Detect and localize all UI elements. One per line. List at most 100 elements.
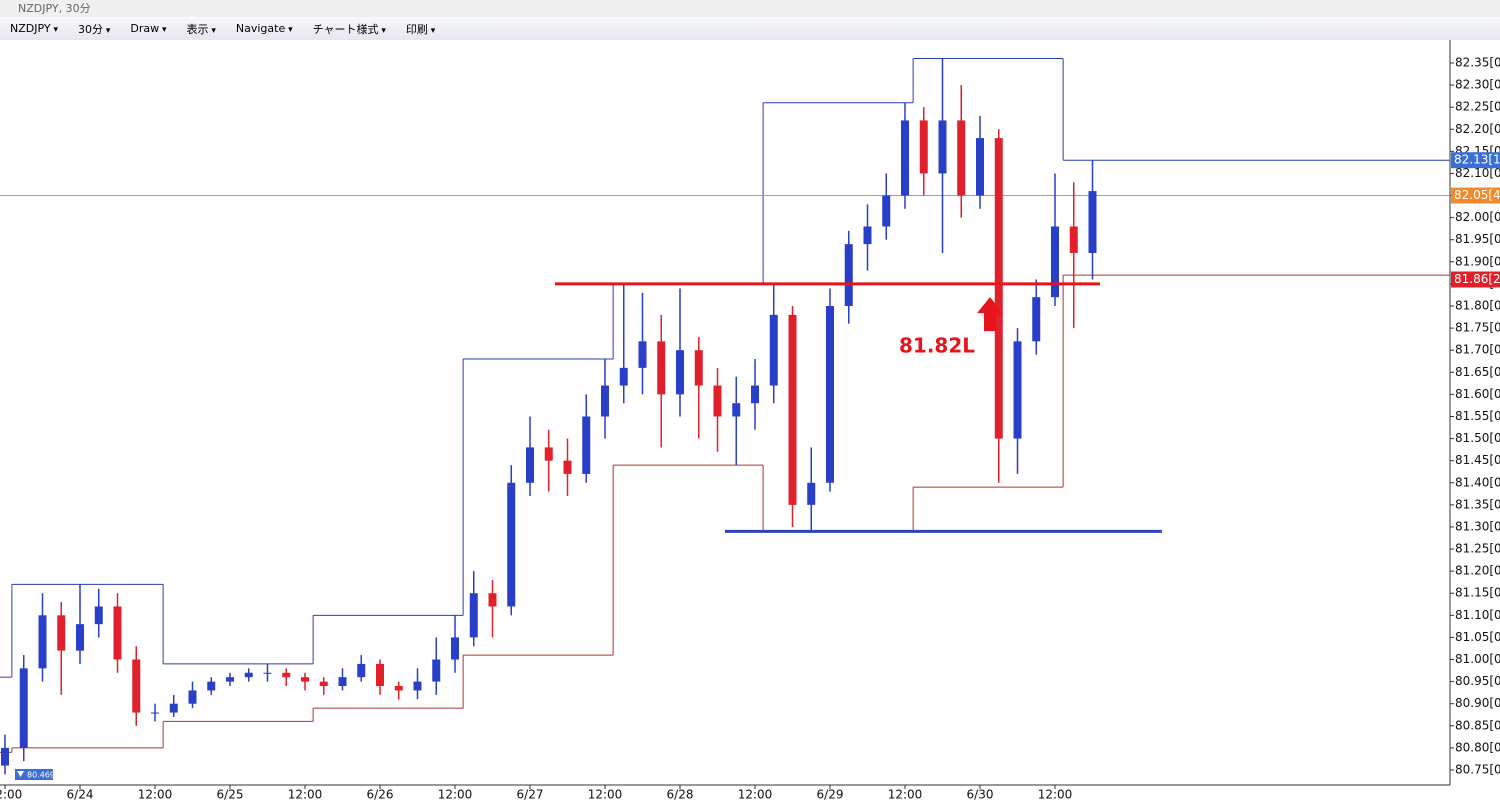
candle-body bbox=[338, 677, 347, 687]
candle-body bbox=[638, 341, 647, 368]
y-tick-label: 80.95[0] bbox=[1455, 674, 1500, 688]
toolbar-button[interactable]: NZDJPY bbox=[10, 22, 58, 35]
toolbar-button[interactable]: 印刷 bbox=[406, 21, 435, 37]
candle-body bbox=[226, 677, 234, 682]
y-tick-label: 81.90[0] bbox=[1455, 254, 1500, 268]
candle-body bbox=[863, 226, 872, 245]
x-tick-label: 6/24 bbox=[67, 788, 94, 802]
candle-body bbox=[94, 606, 103, 625]
low-label-icon bbox=[17, 771, 24, 777]
candle-body bbox=[282, 672, 291, 678]
toolbar-button[interactable]: 30分 bbox=[78, 21, 110, 37]
y-tick-label: 81.25[0] bbox=[1455, 542, 1500, 556]
candle-body bbox=[676, 350, 684, 395]
y-tick-label: 82.30[0] bbox=[1455, 78, 1500, 92]
x-tick-label: 12:00 bbox=[288, 788, 323, 802]
candle-body bbox=[301, 677, 309, 682]
window-title: NZDJPY, 30分 bbox=[18, 2, 91, 15]
x-tick-label: 12:00 bbox=[0, 788, 22, 802]
candle-body bbox=[601, 385, 609, 417]
candle-body bbox=[788, 314, 797, 505]
candle-body bbox=[57, 615, 66, 651]
y-tick-label: 81.70[0] bbox=[1455, 343, 1500, 357]
candle-body bbox=[844, 244, 853, 307]
y-tick-label: 81.45[0] bbox=[1455, 453, 1500, 467]
x-tick-label: 6/29 bbox=[817, 788, 844, 802]
y-tick-label: 81.10[0] bbox=[1455, 608, 1500, 622]
candle-body bbox=[526, 447, 534, 483]
price-label: 82.13[1 bbox=[1454, 153, 1500, 167]
candle-body bbox=[188, 690, 197, 704]
toolbar-button[interactable]: チャート様式 bbox=[313, 21, 386, 37]
candle-body bbox=[38, 615, 47, 669]
price-label-box bbox=[1451, 271, 1500, 288]
candle-body bbox=[694, 350, 703, 386]
y-tick-label: 81.20[0] bbox=[1455, 564, 1500, 578]
low-label: 80.469 bbox=[27, 771, 55, 780]
candle-body bbox=[113, 606, 122, 660]
price-label-box bbox=[1451, 187, 1500, 204]
y-tick-label: 81.65[0] bbox=[1455, 365, 1500, 379]
candle-body bbox=[807, 482, 816, 505]
candle-body bbox=[376, 663, 384, 687]
candle-body bbox=[132, 659, 141, 713]
candle-body bbox=[263, 672, 272, 674]
y-tick-label: 81.35[0] bbox=[1455, 497, 1500, 511]
y-tick-label: 81.15[0] bbox=[1455, 586, 1500, 600]
toolbar-button[interactable]: Navigate bbox=[236, 22, 293, 35]
candle-body bbox=[544, 447, 553, 461]
y-tick-label: 81.50[0] bbox=[1455, 431, 1500, 445]
candle-body bbox=[151, 712, 159, 714]
candle-body bbox=[826, 306, 834, 483]
candle-body bbox=[563, 460, 572, 474]
x-tick-label: 12:00 bbox=[438, 788, 473, 802]
candle-body bbox=[1088, 191, 1097, 253]
candle-body bbox=[507, 482, 516, 607]
low-label-box bbox=[15, 769, 53, 780]
candle-body bbox=[488, 593, 497, 607]
candle-body bbox=[769, 314, 778, 386]
title-bar: NZDJPY, 30分 bbox=[0, 0, 1500, 17]
candle-body bbox=[619, 367, 628, 386]
x-tick-label: 6/27 bbox=[517, 788, 544, 802]
candle-body bbox=[76, 624, 84, 651]
y-tick-label: 82.35[0] bbox=[1455, 55, 1500, 69]
y-tick-label: 81.60[0] bbox=[1455, 387, 1500, 401]
y-tick-label: 82.20[0] bbox=[1455, 122, 1500, 136]
y-tick-label: 81.80[0] bbox=[1455, 299, 1500, 313]
x-tick-label: 6/26 bbox=[367, 788, 394, 802]
candle-body bbox=[1013, 341, 1022, 439]
y-tick-label: 81.00[0] bbox=[1455, 652, 1500, 666]
candle-body bbox=[976, 138, 984, 196]
y-tick-label: 82.00[0] bbox=[1455, 210, 1500, 224]
y-tick-label: 80.90[0] bbox=[1455, 696, 1500, 710]
candle-body bbox=[1051, 226, 1059, 298]
y-tick-label: 81.75[0] bbox=[1455, 321, 1500, 335]
y-tick-label: 81.05[0] bbox=[1455, 630, 1500, 644]
y-tick-label: 81.30[0] bbox=[1455, 519, 1500, 533]
candle-body bbox=[582, 416, 591, 474]
y-tick-label: 82.25[0] bbox=[1455, 100, 1500, 114]
x-tick-label: 12:00 bbox=[588, 788, 623, 802]
candle-body bbox=[432, 659, 441, 682]
candle-body bbox=[919, 120, 928, 174]
chart-bg bbox=[0, 40, 1500, 802]
candle-body bbox=[713, 385, 722, 417]
candle-body bbox=[1032, 297, 1041, 342]
toolbar-button[interactable]: 表示 bbox=[187, 21, 216, 37]
candle-body bbox=[657, 341, 666, 395]
y-tick-label: 82.10[0] bbox=[1455, 166, 1500, 180]
x-tick-label: 12:00 bbox=[738, 788, 773, 802]
candle-body bbox=[19, 668, 28, 748]
candle-body bbox=[1069, 226, 1078, 253]
x-tick-label: 12:00 bbox=[888, 788, 923, 802]
price-label-box bbox=[1451, 152, 1500, 169]
candle-body bbox=[1, 747, 9, 766]
candle-body bbox=[169, 703, 178, 713]
candle-body bbox=[357, 663, 366, 678]
y-tick-label: 80.80[0] bbox=[1455, 740, 1500, 754]
y-tick-label: 81.95[0] bbox=[1455, 232, 1500, 246]
y-tick-label: 81.40[0] bbox=[1455, 475, 1500, 489]
toolbar-button[interactable]: Draw bbox=[130, 22, 166, 35]
